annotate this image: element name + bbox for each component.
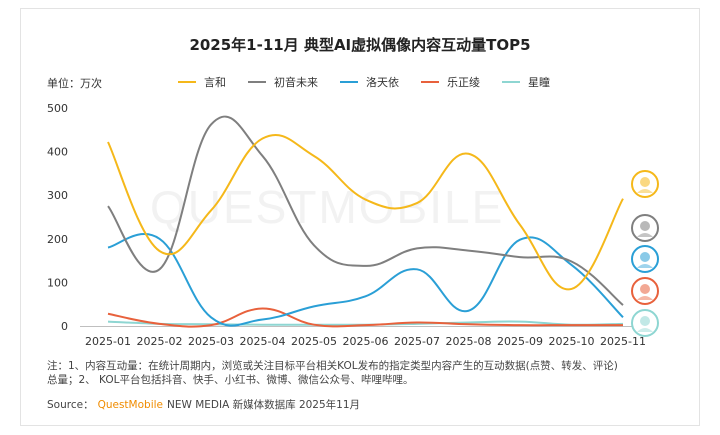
legend-swatch <box>178 81 196 83</box>
series-line-言和 <box>107 133 624 291</box>
y-tick-label: 0 <box>61 320 68 333</box>
legend-item: 星瞳 <box>502 74 550 90</box>
legend-item: 言和 <box>178 74 226 90</box>
y-tick-label: 300 <box>47 189 68 202</box>
x-tick-label: 2025-09 <box>497 335 543 348</box>
legend-swatch <box>340 81 358 83</box>
legend-swatch <box>248 81 266 83</box>
x-tick-label: 2025-03 <box>188 335 234 348</box>
x-tick-label: 2025-11 <box>600 335 646 348</box>
legend-label: 星瞳 <box>528 76 550 89</box>
legend-label: 乐正绫 <box>447 76 480 89</box>
legend-label: 洛天依 <box>366 76 399 89</box>
avatar-head-icon <box>640 252 650 262</box>
avatar-body-icon <box>637 233 653 237</box>
y-tick-label: 400 <box>47 146 68 159</box>
avatar-body-icon <box>637 296 653 300</box>
x-tick-label: 2025-07 <box>394 335 440 348</box>
y-tick-label: 200 <box>47 233 68 246</box>
y-tick-label: 500 <box>47 102 68 115</box>
avatar-head-icon <box>640 316 650 326</box>
avatar-body-icon <box>637 328 653 332</box>
legend-swatch <box>421 81 439 83</box>
avatar-head-icon <box>640 221 650 231</box>
footnote-line-2: 总量；2、 KOL平台包括抖音、快手、小红书、微博、微信公众号、哔哩哔哩。 <box>47 374 414 386</box>
y-tick-label: 100 <box>47 276 68 289</box>
x-tick-label: 2025-01 <box>85 335 131 348</box>
legend: 言和 初音未来 洛天依 乐正绫 星瞳 <box>178 74 572 90</box>
series-line-洛天依 <box>107 233 624 327</box>
legend-label: 言和 <box>204 76 226 89</box>
x-tick-label: 2025-08 <box>446 335 492 348</box>
avatar-body-icon <box>637 189 653 193</box>
x-tick-label: 2025-05 <box>291 335 337 348</box>
chart-title: 2025年1-11月 典型AI虚拟偶像内容互动量TOP5 <box>189 36 531 54</box>
avatar-head-icon <box>640 177 650 187</box>
source-line: Source： QuestMobile NEW MEDIA 新媒体数据库 2025年… <box>47 397 360 412</box>
x-tick-label: 2025-04 <box>240 335 286 348</box>
footnote-line-1: 注：1、内容互动量：在统计周期内，浏览或关注目标平台相关KOL发布的指定类型内容… <box>47 360 618 372</box>
chart-frame <box>20 8 700 426</box>
x-tick-label: 2025-06 <box>343 335 389 348</box>
watermark: QUESTMOBILE <box>150 181 505 233</box>
x-tick-label: 2025-10 <box>549 335 595 348</box>
unit-label: 单位：万次 <box>47 77 102 90</box>
footnotes: 注：1、内容互动量：在统计周期内，浏览或关注目标平台相关KOL发布的指定类型内容… <box>47 359 667 387</box>
legend-label: 初音未来 <box>274 76 318 89</box>
legend-item: 初音未来 <box>248 74 318 90</box>
legend-item: 乐正绫 <box>421 74 480 90</box>
series-line-初音未来 <box>107 115 624 306</box>
legend-item: 洛天依 <box>340 74 399 90</box>
legend-swatch <box>502 81 520 83</box>
avatar-body-icon <box>637 264 653 268</box>
source-label: Source： <box>47 399 94 411</box>
source-text: NEW MEDIA 新媒体数据库 2025年11月 <box>167 399 361 411</box>
series-line-乐正绫 <box>107 307 623 328</box>
avatar-head-icon <box>640 284 650 294</box>
source-brand: QuestMobile <box>97 399 163 411</box>
x-tick-label: 2025-02 <box>137 335 183 348</box>
